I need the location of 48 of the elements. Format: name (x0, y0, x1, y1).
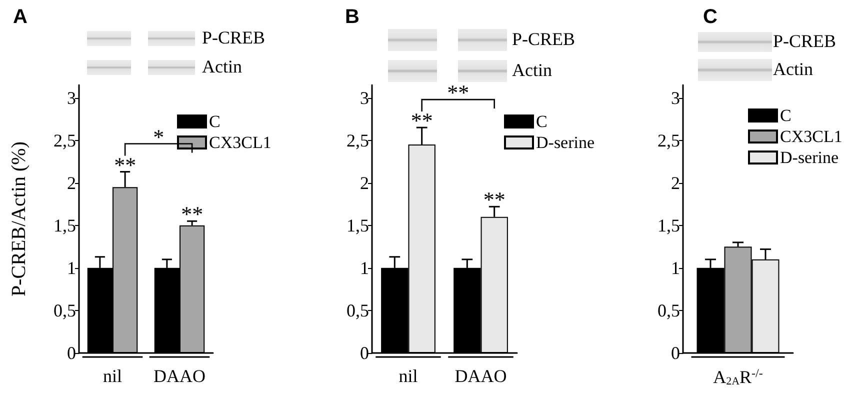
text: P-CREB (202, 28, 266, 48)
y-tick-label: 1 (671, 258, 680, 278)
chart-title: B (345, 6, 360, 28)
y-tick-label: 2 (360, 172, 369, 193)
annotation: * (153, 124, 164, 150)
annotation: ** (181, 202, 204, 227)
y-tick-label: 1 (360, 258, 369, 278)
chart-title: C (703, 6, 718, 28)
y-tick-label: 2 (67, 172, 76, 193)
y-tick-label: 1,5 (658, 215, 680, 236)
chart-title: A (13, 6, 28, 28)
legend-label: D-serine (536, 133, 595, 152)
y-axis-title: P-CREB/Actin (%) (8, 142, 30, 296)
y-tick-label: 2,5 (658, 130, 680, 150)
legend-label: D-serine (780, 148, 839, 167)
legend-label: C (209, 112, 220, 131)
y-tick-label: 3 (360, 88, 369, 108)
y-tick-label: 3 (67, 88, 76, 108)
y-tick-label: 0 (67, 343, 76, 363)
y-tick-label: 1,5 (54, 215, 76, 236)
y-tick-label: 2,5 (346, 130, 369, 150)
y-tick-label: 0 (671, 343, 680, 363)
y-tick-label: 0,5 (54, 300, 76, 320)
y-tick-label: 3 (671, 88, 680, 108)
legend-label: CX3CL1 (780, 127, 842, 146)
annotation: ** (447, 80, 470, 106)
text: P-CREB (773, 31, 836, 51)
legend-label: CX3CL1 (209, 133, 272, 152)
legend-label: C (780, 106, 792, 125)
text: Actin (202, 56, 242, 76)
annotation: ** (114, 152, 136, 178)
annotation: ** (483, 187, 506, 212)
x-tick-label: nil (102, 366, 122, 386)
y-tick-label: 0 (360, 343, 369, 363)
annotation: ** (410, 108, 433, 134)
y-tick-label: 2,5 (54, 130, 76, 150)
text: Actin (773, 59, 813, 79)
y-tick-label: 2 (671, 172, 680, 193)
text: P-CREB (512, 29, 576, 49)
x-tick-label: DAAO (154, 366, 206, 386)
x-tick-label: nil (398, 366, 418, 386)
y-tick-label: 1 (67, 258, 76, 278)
x-tick-label: DAAO (454, 366, 507, 386)
y-tick-label: 0,5 (346, 300, 369, 320)
text: Actin (512, 60, 552, 80)
y-tick-label: 1,5 (346, 215, 369, 236)
y-tick-label: 0,5 (658, 300, 680, 320)
legend-label: C (536, 112, 548, 131)
